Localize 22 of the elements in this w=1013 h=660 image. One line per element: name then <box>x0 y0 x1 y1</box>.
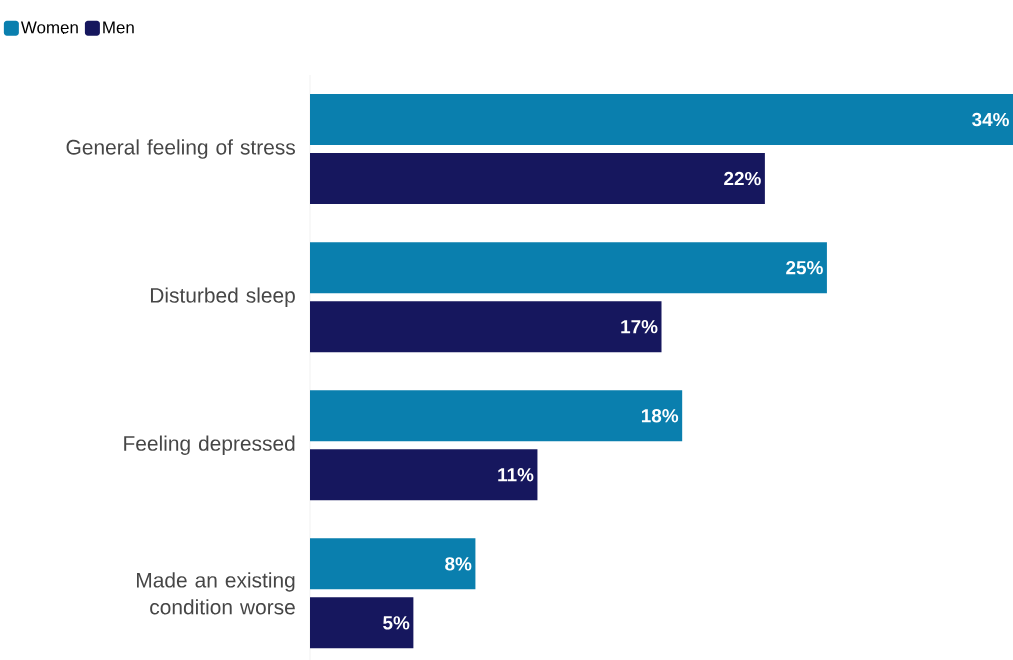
y-tick-label: Feeling depressed <box>124 435 295 456</box>
legend-label: Men <box>103 21 134 34</box>
y-tick-label: Made an existing condition worse <box>137 572 295 615</box>
data-label: 17% <box>621 320 658 334</box>
bar <box>310 538 476 590</box>
data-label: 18% <box>641 409 679 423</box>
bar <box>310 94 1013 146</box>
bar <box>310 242 827 294</box>
data-label: 5% <box>383 616 410 630</box>
legend-label: Women <box>20 21 78 34</box>
bar <box>310 301 662 353</box>
bar <box>310 597 414 649</box>
data-label: 22% <box>724 171 761 186</box>
bar <box>310 390 683 442</box>
y-tick-label: General feeling of stress <box>66 139 295 159</box>
bar <box>310 153 765 205</box>
data-label: 11% <box>498 468 534 482</box>
data-label: 34% <box>972 112 1009 127</box>
data-label: 8% <box>445 557 472 571</box>
bar <box>310 449 538 501</box>
data-label: 25% <box>786 260 823 275</box>
y-tick-label: Disturbed sleep <box>150 287 295 307</box>
